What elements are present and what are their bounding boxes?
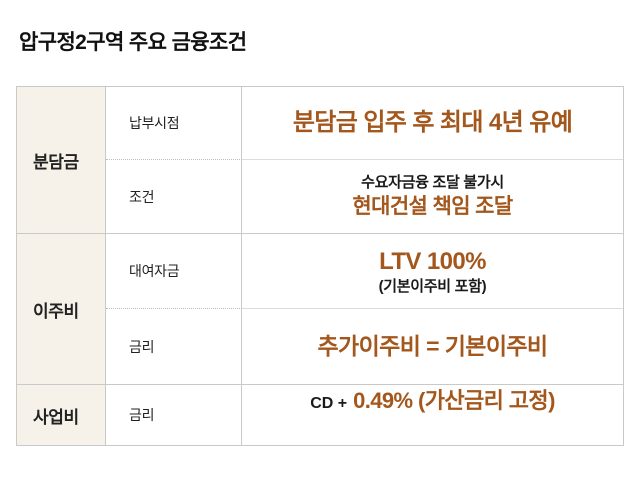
sub-label-loan-funds: 대여자금	[106, 234, 242, 309]
sub-label-payment-timing: 납부시점	[106, 87, 242, 160]
value-cell-ltv: LTV 100% (기본이주비 포함)	[242, 234, 623, 309]
value-cell-extra-relocation: 추가이주비 = 기본이주비	[242, 309, 623, 385]
value-cell-project-rate: CD + 0.49% (가산금리 고정)	[242, 385, 623, 445]
sub-label-interest-relocation: 금리	[106, 309, 242, 385]
value-condition-main: 현대건설 책임 조달	[352, 194, 513, 218]
value-ltv-note: (기본이주비 포함)	[378, 277, 487, 295]
group-label-ijubi: 이주비	[17, 234, 106, 385]
group-label-bundamgeum: 분담금	[17, 87, 106, 234]
page-title: 압구정2구역 주요 금융조건	[19, 31, 247, 54]
group-label-saeopbi: 사업비	[17, 385, 106, 445]
value-cell-deferral: 분담금 입주 후 최대 4년 유예	[242, 87, 623, 160]
value-condition-note: 수요자금융 조달 불가시	[361, 174, 504, 192]
sub-label-interest-project: 금리	[106, 385, 242, 445]
value-ltv-main: LTV 100%	[379, 247, 486, 275]
value-cell-condition: 수요자금융 조달 불가시 현대건설 책임 조달	[242, 160, 623, 234]
value-deferral-text: 분담금 입주 후 최대 4년 유예	[292, 109, 573, 137]
value-rate-main: 0.49% (가산금리 고정)	[353, 388, 555, 413]
finance-conditions-table: 분담금 납부시점 분담금 입주 후 최대 4년 유예 조건 수요자금융 조달 불…	[16, 86, 624, 446]
value-extra-relocation-main: 추가이주비 = 기본이주비	[317, 332, 548, 359]
value-rate-prefix: CD +	[310, 395, 348, 412]
sub-label-condition: 조건	[106, 160, 242, 234]
